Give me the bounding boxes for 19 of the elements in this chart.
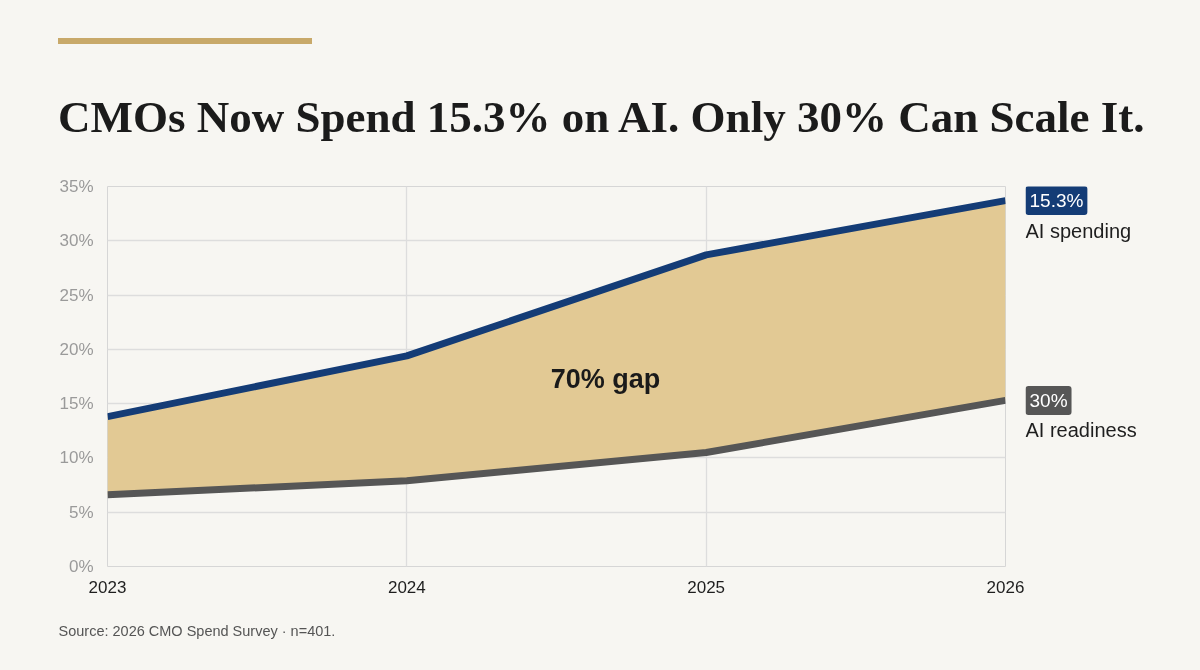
- source-note: Source: 2026 CMO Spend Survey · n=401.: [58, 622, 336, 639]
- y-tick-label: 10%: [59, 448, 94, 468]
- annotation: 70% gap: [550, 363, 661, 394]
- x-tick-label: 2024: [387, 577, 426, 597]
- y-tick-label: 25%: [59, 285, 94, 305]
- y-tick-label: 30%: [59, 231, 94, 251]
- y-tick-label: 0%: [68, 557, 94, 576]
- annotation: 30%: [1029, 389, 1068, 411]
- y-tick-label: 20%: [59, 339, 94, 359]
- x-tick-label: 2025: [687, 577, 726, 597]
- y-tick-label: 35%: [59, 177, 94, 196]
- legend-label: AI spending: [1025, 219, 1132, 242]
- x-tick-label: 2026: [986, 577, 1025, 597]
- annotation: 15.3%: [1029, 190, 1084, 212]
- y-tick-label: 5%: [68, 502, 94, 522]
- x-tick-label: 2023: [88, 577, 127, 597]
- legend-label: AI readiness: [1025, 419, 1137, 442]
- y-tick-label: 15%: [59, 394, 94, 414]
- chart-title: CMOs Now Spend 15.3% on AI. Only 30% Can Scale It.: [58, 92, 1145, 142]
